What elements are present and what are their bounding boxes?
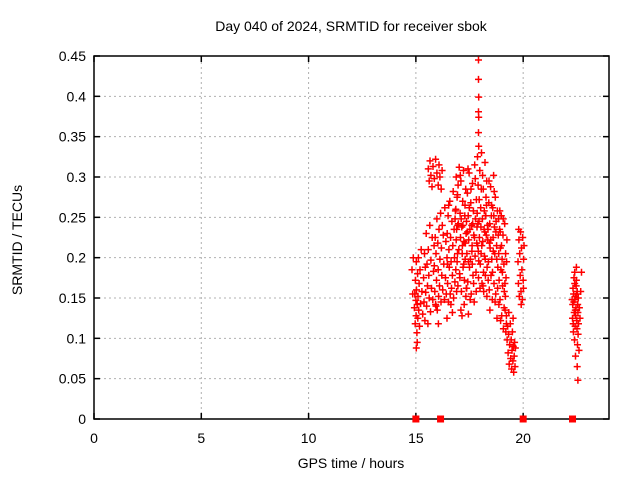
tick-labels: 0 5 10 15 20 0 0.05 0.1 0.15 0.2 0.25 0.3 0.35 0.4 0.4… bbox=[59, 48, 531, 446]
y-tick-label: 0.1 bbox=[67, 330, 87, 346]
y-axis-label: SRMTID / TECUs bbox=[9, 185, 25, 295]
y-tick-label: 0.3 bbox=[67, 169, 87, 185]
y-tick-label: 0.45 bbox=[59, 48, 86, 64]
zero-epoch-marker bbox=[437, 415, 445, 423]
x-tick-label: 10 bbox=[301, 430, 317, 446]
y-tick-label: 0.25 bbox=[59, 209, 86, 225]
x-tick-label: 20 bbox=[515, 430, 531, 446]
x-axis-label: GPS time / hours bbox=[298, 455, 405, 471]
zero-epoch-marker bbox=[519, 415, 527, 423]
plot-border bbox=[93, 55, 610, 420]
chart-title: Day 040 of 2024, SRMTID for receiver sbo… bbox=[215, 18, 488, 34]
y-tick-label: 0.05 bbox=[59, 371, 86, 387]
zero-epoch-marker bbox=[412, 415, 420, 423]
y-tick-label: 0.35 bbox=[59, 129, 86, 145]
x-tick-label: 0 bbox=[90, 430, 98, 446]
axis-ticks bbox=[93, 55, 609, 420]
y-tick-label: 0.4 bbox=[67, 88, 87, 104]
zero-epoch-marker bbox=[569, 415, 577, 423]
series-points-path bbox=[408, 56, 585, 384]
gridlines bbox=[94, 56, 609, 419]
y-tick-label: 0.2 bbox=[67, 250, 87, 266]
y-tick-label: 0 bbox=[78, 411, 86, 427]
x-tick-label: 15 bbox=[408, 430, 424, 446]
y-tick-label: 0.15 bbox=[59, 290, 86, 306]
x-tick-label: 5 bbox=[197, 430, 205, 446]
data-points bbox=[408, 56, 585, 423]
